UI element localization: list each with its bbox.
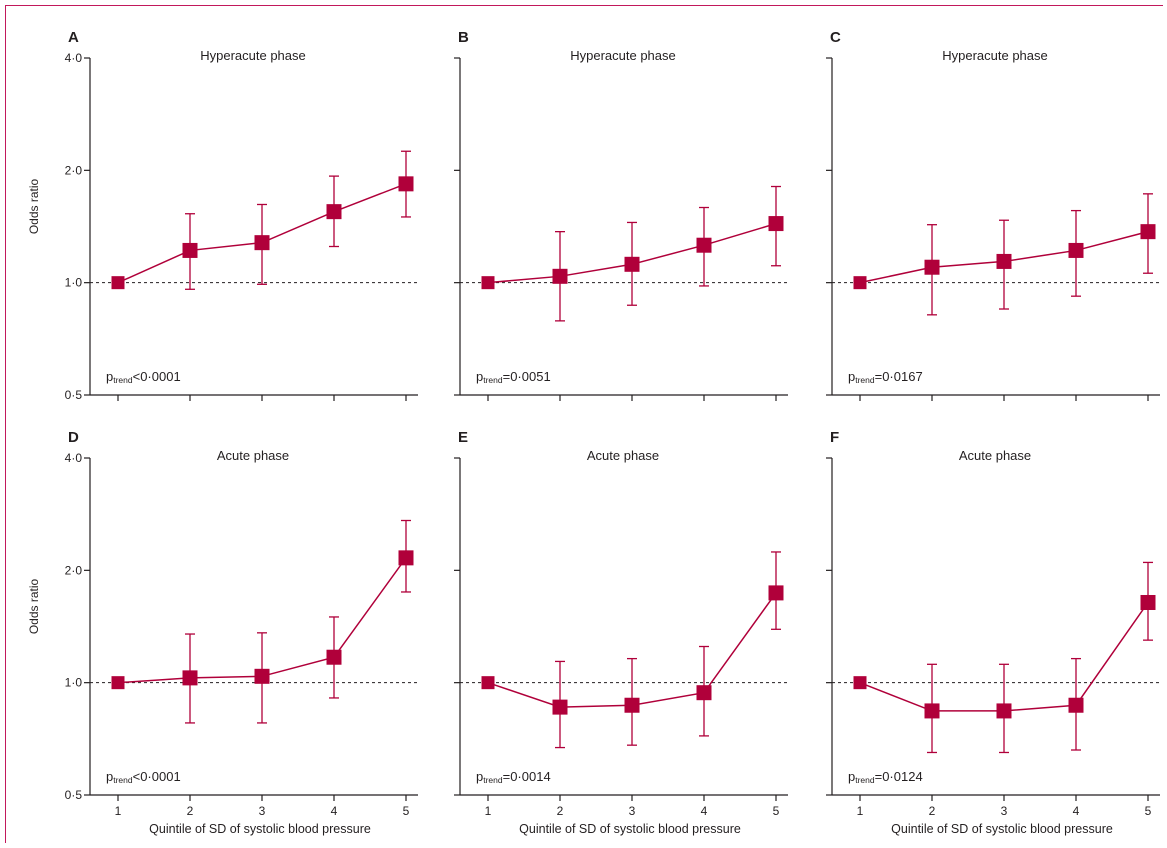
y-tick-label: 2·0 xyxy=(65,163,83,177)
x-axis-label: Quintile of SD of systolic blood pressur… xyxy=(891,822,1113,836)
data-point-marker xyxy=(696,685,712,701)
x-tick-label: 2 xyxy=(557,804,564,818)
x-tick-label: 5 xyxy=(1145,804,1152,818)
p-trend-annotation: ptrend=0·0167 xyxy=(848,369,923,385)
x-tick-label: 5 xyxy=(403,804,410,818)
x-tick-label: 1 xyxy=(115,804,122,818)
p-trend-annotation: ptrend<0·0001 xyxy=(106,769,181,785)
panel-letter: E xyxy=(458,429,468,446)
p-trend-annotation: ptrend=0·0014 xyxy=(476,769,551,785)
x-tick-label: 2 xyxy=(929,804,936,818)
panel-c: C Hyperacute phase ptrend=0·0167 xyxy=(826,29,1160,401)
panel-a: A Hyperacute phase 0·5 1·0 2·0 4·0 Odds ratio p… xyxy=(27,29,418,402)
panel-f: F Acute phase 1 2 3 4 5 Quintile of SD of systo… xyxy=(826,429,1160,836)
data-point-marker xyxy=(853,276,867,290)
y-tick-label: 2·0 xyxy=(65,563,83,577)
panel-letter: F xyxy=(830,429,839,446)
panel-title: Acute phase xyxy=(217,448,289,463)
data-point-marker xyxy=(1140,224,1156,240)
panel-title: Hyperacute phase xyxy=(200,48,306,63)
data-point-marker xyxy=(111,276,125,290)
data-point-marker xyxy=(696,237,712,253)
data-point-marker xyxy=(924,703,940,719)
panel-letter: C xyxy=(830,29,841,46)
panel-title: Acute phase xyxy=(587,448,659,463)
x-tick-label: 3 xyxy=(259,804,266,818)
data-point-marker xyxy=(254,668,270,684)
y-axis-label: Odds ratio xyxy=(27,178,41,234)
x-axis-label: Quintile of SD of systolic blood pressur… xyxy=(149,822,371,836)
data-point-marker xyxy=(398,176,414,192)
data-point-marker xyxy=(182,242,198,258)
x-axis-label: Quintile of SD of systolic blood pressur… xyxy=(519,822,741,836)
panel-title: Hyperacute phase xyxy=(570,48,676,63)
x-tick-label: 1 xyxy=(857,804,864,818)
panel-letter: D xyxy=(68,429,79,446)
panel-b: B Hyperacute phase ptrend=0·0051 xyxy=(454,29,788,401)
data-point-marker xyxy=(481,276,495,290)
x-tick-label: 2 xyxy=(187,804,194,818)
x-tick-label: 5 xyxy=(773,804,780,818)
data-point-marker xyxy=(996,703,1012,719)
p-trend-annotation: ptrend=0·0124 xyxy=(848,769,923,785)
panel-title: Acute phase xyxy=(959,448,1031,463)
data-point-marker xyxy=(624,256,640,272)
x-tick-label: 4 xyxy=(701,804,708,818)
data-point-marker xyxy=(111,676,125,690)
data-point-marker xyxy=(552,699,568,715)
x-tick-label: 3 xyxy=(1001,804,1008,818)
data-point-marker xyxy=(924,259,940,275)
y-tick-label: 0·5 xyxy=(65,788,83,802)
panel-letter: B xyxy=(458,29,469,46)
data-point-marker xyxy=(996,253,1012,269)
data-point-marker xyxy=(1140,594,1156,610)
data-point-marker xyxy=(624,697,640,713)
data-point-marker xyxy=(552,268,568,284)
data-point-marker xyxy=(768,216,784,232)
data-point-marker xyxy=(182,670,198,686)
data-point-marker xyxy=(398,550,414,566)
panel-d: D Acute phase 0·5 1·0 2·0 4·0 Odds ratio 1 2 3 4 5 Q… xyxy=(27,429,418,836)
data-point-marker xyxy=(254,235,270,251)
panel-title: Hyperacute phase xyxy=(942,48,1048,63)
y-axis-label: Odds ratio xyxy=(27,578,41,634)
y-tick-label: 0·5 xyxy=(65,388,83,402)
x-tick-label: 3 xyxy=(629,804,636,818)
p-trend-annotation: ptrend<0·0001 xyxy=(106,369,181,385)
y-tick-label: 4·0 xyxy=(65,451,83,465)
data-point-marker xyxy=(481,676,495,690)
y-tick-label: 4·0 xyxy=(65,51,83,65)
x-tick-label: 4 xyxy=(331,804,338,818)
x-tick-label: 4 xyxy=(1073,804,1080,818)
data-point-marker xyxy=(768,585,784,601)
y-tick-label: 1·0 xyxy=(65,276,83,290)
data-point-marker xyxy=(853,676,867,690)
figure-frame xyxy=(5,5,1163,843)
panel-letter: A xyxy=(68,29,79,46)
x-tick-label: 1 xyxy=(485,804,492,818)
data-point-marker xyxy=(326,204,342,220)
data-point-marker xyxy=(1068,242,1084,258)
data-point-marker xyxy=(326,649,342,665)
data-point-marker xyxy=(1068,697,1084,713)
p-trend-annotation: ptrend=0·0051 xyxy=(476,369,551,385)
y-tick-label: 1·0 xyxy=(65,676,83,690)
panel-e: E Acute phase 1 2 3 4 5 Quintile of SD of systo… xyxy=(454,429,788,836)
